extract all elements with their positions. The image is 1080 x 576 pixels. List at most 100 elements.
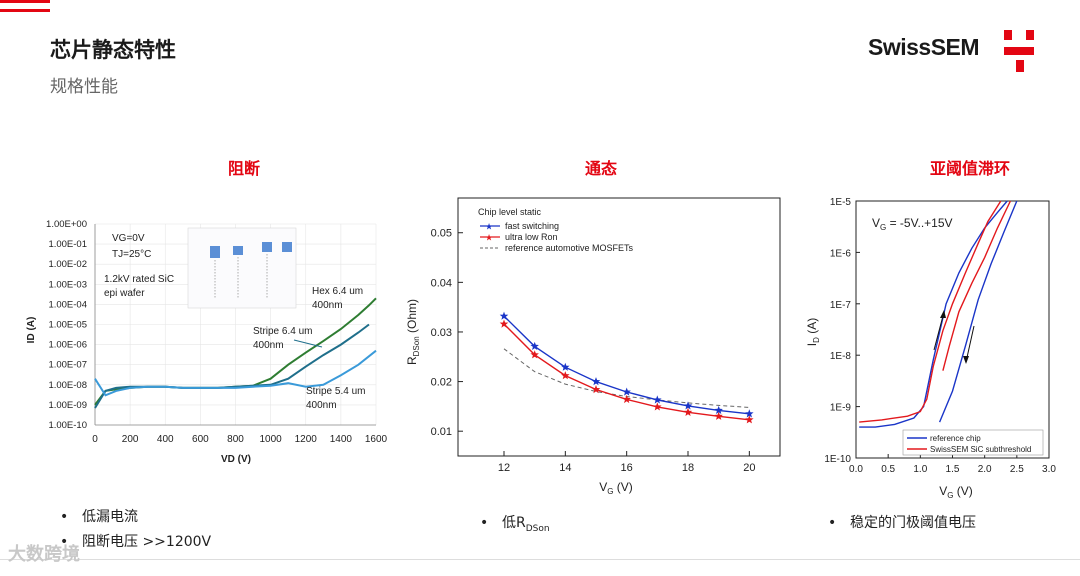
x-tick-label: 14 [559,462,571,474]
legend-swisssem: SwissSEM SiC subthreshold [930,445,1031,454]
series-down-1 [942,200,1012,371]
data-point [530,350,539,359]
label-hex-2: 400nm [312,300,343,311]
y-tick-label: 1.00E-01 [48,239,87,250]
on-state-chart: 12 14 16 18 20 0.01 0.02 0.03 0.04 0.05 Chip leve… [405,197,781,496]
label-stripe54-2: 400nm [306,400,337,411]
on-state-ylabel: RDSon (Ohm) [405,299,421,365]
top-accent-bar-2 [0,9,50,12]
data-point [499,311,509,320]
x-tick-label: 20 [743,462,755,474]
blocking-chart: 1.00E-10 1.00E-09 1.00E-08 1.00E-07 1.00E-06… [26,219,388,465]
y-tick-label: 0.05 [431,228,452,240]
legend-fast: fast switching [505,221,559,231]
hysteresis-xlabel: VG (V) [939,484,973,500]
x-tick-label: 0 [92,434,98,445]
brand-mark-icon [1004,30,1042,72]
data-point [714,405,723,414]
brand-logo: SwissSEM [868,34,980,60]
x-tick-label: 18 [682,462,694,474]
x-tick-label: 1000 [260,434,283,445]
blocking-axes: 1.00E-10 1.00E-09 1.00E-08 1.00E-07 1.00E-06… [46,219,388,445]
x-tick-label: 1.5 [946,464,960,475]
x-tick-label: 1200 [295,434,318,445]
data-point [745,409,754,418]
blocking-ylabel: ID (A) [26,317,37,344]
data-point [683,401,693,410]
rating-line-2: epi wafer [104,288,145,299]
series-line-1 [503,323,750,421]
x-tick-label: 1600 [365,434,388,445]
svg-text:★: ★ [485,233,493,243]
on-state-xlabel: VG (V) [599,480,633,496]
y-tick-label: 1.00E-03 [48,279,87,290]
page-title: 芯片静态特性 [50,38,176,62]
data-point [745,415,754,424]
y-tick-label: 1.00E-04 [48,299,87,310]
series-up-0 [859,200,1008,428]
bullet-low-rdson: • 低RDSon [480,515,550,534]
data-point [591,385,601,394]
rating-line-1: 1.2kV rated SiC [104,274,174,285]
watermark: 大数跨境 [8,544,80,565]
y-tick-label: 1.00E-07 [48,360,87,371]
plot-frame [457,197,781,457]
cond-tj: TJ=25°C [112,249,151,260]
series-down-0 [938,200,1018,423]
y-tick-label: 1E-8 [830,351,852,362]
on-state-axes: 12 14 16 18 20 0.01 0.02 0.03 0.04 0.05 [431,197,781,474]
section-title-on-state: 通态 [585,159,618,178]
page-subtitle: 规格性能 [50,77,118,97]
legend-reference-chip: reference chip [930,434,981,443]
y-tick-label: 1.00E-06 [48,340,87,351]
x-tick-label: 1400 [330,434,353,445]
y-tick-label: 1.00E-09 [48,400,87,411]
y-tick-label: 1.00E-02 [48,259,87,270]
y-tick-label: 1E-9 [830,403,852,414]
x-tick-label: 200 [122,434,139,445]
x-tick-label: 16 [621,462,633,474]
data-point [622,387,631,396]
hysteresis-series [859,200,1018,428]
on-state-series [499,311,754,424]
y-tick-label: 0.01 [431,426,452,438]
x-tick-label: 800 [227,434,244,445]
legend-title: Chip level static [478,207,542,217]
series-line-2 [94,349,377,397]
x-tick-label: 400 [157,434,174,445]
data-point [683,407,693,416]
blocking-inset-plot [187,227,297,309]
y-tick-label: 1.00E+00 [46,219,87,230]
data-point [653,395,662,404]
x-tick-label: 600 [192,434,209,445]
up-arrow [933,311,945,351]
label-stripe64-2: 400nm [253,340,284,351]
data-point [561,371,570,380]
data-point [499,319,509,328]
footer-divider [0,559,1080,560]
legend-reference: reference automotive MOSFETs [505,243,634,253]
series-up-1 [859,200,1002,423]
y-tick-label: 1E-7 [830,300,852,311]
x-tick-label: 12 [498,462,510,474]
y-tick-label: 0.02 [431,377,452,389]
label-stripe64-1: Stripe 6.4 um [253,326,312,337]
data-point [561,362,570,371]
data-point [653,402,662,411]
cond-vg: VG=0V [112,233,145,244]
x-tick-label: 0.5 [881,464,895,475]
legend-ultra: ultra low Ron [505,232,558,242]
hysteresis-axes: 0.0 0.5 1.0 1.5 2.0 2.5 3.0 1E-10 1E-9 1E-8 1E-7 1E… [824,197,1056,475]
y-tick-label: 1E-5 [830,197,852,208]
blocking-series [94,297,377,409]
bullet-stable-threshold: • 稳定的门极阈值电压 [828,515,976,531]
top-accent-bar [0,0,50,3]
hysteresis-ylabel: ID (A) [805,318,821,346]
hysteresis-legend: reference chip SwissSEM SiC subthreshold [902,429,1044,456]
y-tick-label: 1E-6 [830,248,852,259]
section-title-blocking: 阻断 [228,159,261,178]
hysteresis-chart: 0.0 0.5 1.0 1.5 2.0 2.5 3.0 1E-10 1E-9 1E-8 1E-7 1E… [805,197,1056,500]
data-point [591,377,601,386]
x-tick-label: 2.0 [978,464,992,475]
section-title-hysteresis: 亚阈值滞环 [930,159,1011,178]
